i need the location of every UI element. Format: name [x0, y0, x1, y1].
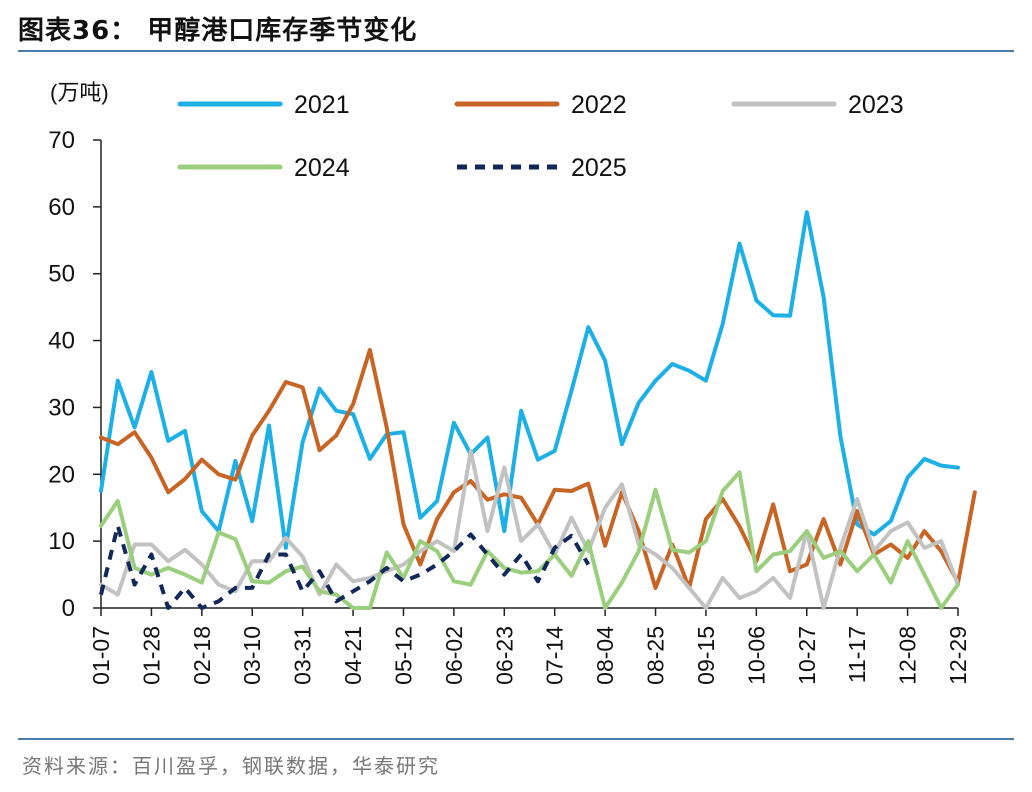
x-tick-label: 05-12 — [390, 626, 416, 685]
legend-label-2024: 2024 — [294, 154, 350, 182]
series-line-2021 — [99, 210, 960, 550]
title-rule — [18, 50, 1014, 52]
x-tick-label: 08-04 — [592, 626, 618, 685]
x-tick-label: 11-17 — [844, 626, 870, 683]
y-axis: 0 10 20 30 40 50 60 70 — [48, 127, 102, 622]
legend: 2021 2022 2023 2024 2025 — [177, 91, 904, 182]
y-tick-label: 60 — [48, 194, 75, 221]
series-line-2025 — [99, 523, 591, 610]
source-note: 资料来源：百川盈孚，钢联数据，华泰研究 — [22, 754, 440, 778]
x-tick-label: 02-18 — [189, 626, 215, 685]
y-tick-label: 40 — [48, 328, 75, 355]
x-tick-label: 06-02 — [441, 626, 467, 685]
series-layer — [99, 210, 977, 610]
y-tick-label: 20 — [48, 461, 75, 488]
x-tick-label: 01-28 — [138, 626, 164, 685]
legend-label-2022: 2022 — [571, 91, 627, 119]
x-tick-label: 08-25 — [643, 626, 669, 685]
x-axis: 01-07 01-28 02-18 03-10 03-31 04-21 05-12 06-02… — [88, 607, 971, 685]
y-tick-label: 10 — [48, 528, 75, 555]
y-tick-label: 70 — [48, 127, 75, 154]
x-tick-label: 07-14 — [542, 626, 568, 685]
y-tick-label: 0 — [62, 595, 75, 622]
legend-label-2025: 2025 — [571, 154, 627, 182]
legend-label-2023: 2023 — [848, 91, 904, 119]
x-tick-label: 10-27 — [794, 626, 820, 685]
x-tick-label: 03-31 — [290, 626, 316, 685]
x-tick-label: 10-06 — [743, 626, 769, 685]
x-tick-label: 06-23 — [491, 626, 517, 685]
x-tick-label: 09-15 — [693, 626, 719, 685]
x-tick-label: 01-07 — [88, 626, 114, 685]
x-tick-label: 03-10 — [239, 626, 265, 685]
x-tick-label: 12-29 — [945, 626, 971, 685]
y-tick-label: 50 — [48, 261, 75, 288]
x-tick-label: 04-21 — [340, 626, 366, 685]
y-tick-label: 30 — [48, 394, 75, 421]
legend-label-2021: 2021 — [294, 91, 350, 119]
y-axis-unit-label: (万吨) — [50, 80, 109, 105]
series-line-2024 — [99, 470, 960, 610]
series-line-2023 — [99, 448, 960, 610]
source-rule — [18, 738, 1014, 740]
x-tick-label: 12-08 — [895, 626, 921, 685]
figure-title: 图表36： 甲醇港口库存季节变化 — [18, 16, 418, 46]
